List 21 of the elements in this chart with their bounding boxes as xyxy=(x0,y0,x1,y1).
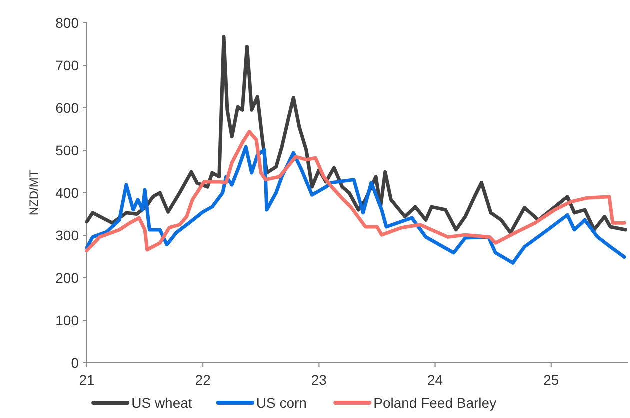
x-tick-label: 22 xyxy=(195,372,212,388)
y-tick-label: 800 xyxy=(56,14,80,31)
y-tick-label: 600 xyxy=(56,100,80,116)
line-series xyxy=(85,145,626,265)
legend-label: US corn xyxy=(256,395,307,411)
y-tick-label: 100 xyxy=(56,312,80,328)
x-tick-label: 23 xyxy=(311,372,328,388)
y-tick-label: 0 xyxy=(71,354,80,371)
line-series xyxy=(85,130,626,253)
y-tick-label: 300 xyxy=(56,227,80,244)
x-tick-label: 24 xyxy=(427,372,444,388)
y-axis-title: NZD/MT xyxy=(27,170,41,216)
y-tick-label: 200 xyxy=(56,270,80,286)
y-tick-label: 400 xyxy=(56,184,80,201)
x-tick-label: 21 xyxy=(79,372,95,388)
line-series xyxy=(85,35,628,235)
x-tick-label: 25 xyxy=(544,372,560,388)
legend-label: Poland Feed Barley xyxy=(374,395,497,411)
y-tick-label: 500 xyxy=(56,142,80,158)
y-tick-label: 700 xyxy=(56,57,80,74)
legend-label: US wheat xyxy=(132,395,192,411)
